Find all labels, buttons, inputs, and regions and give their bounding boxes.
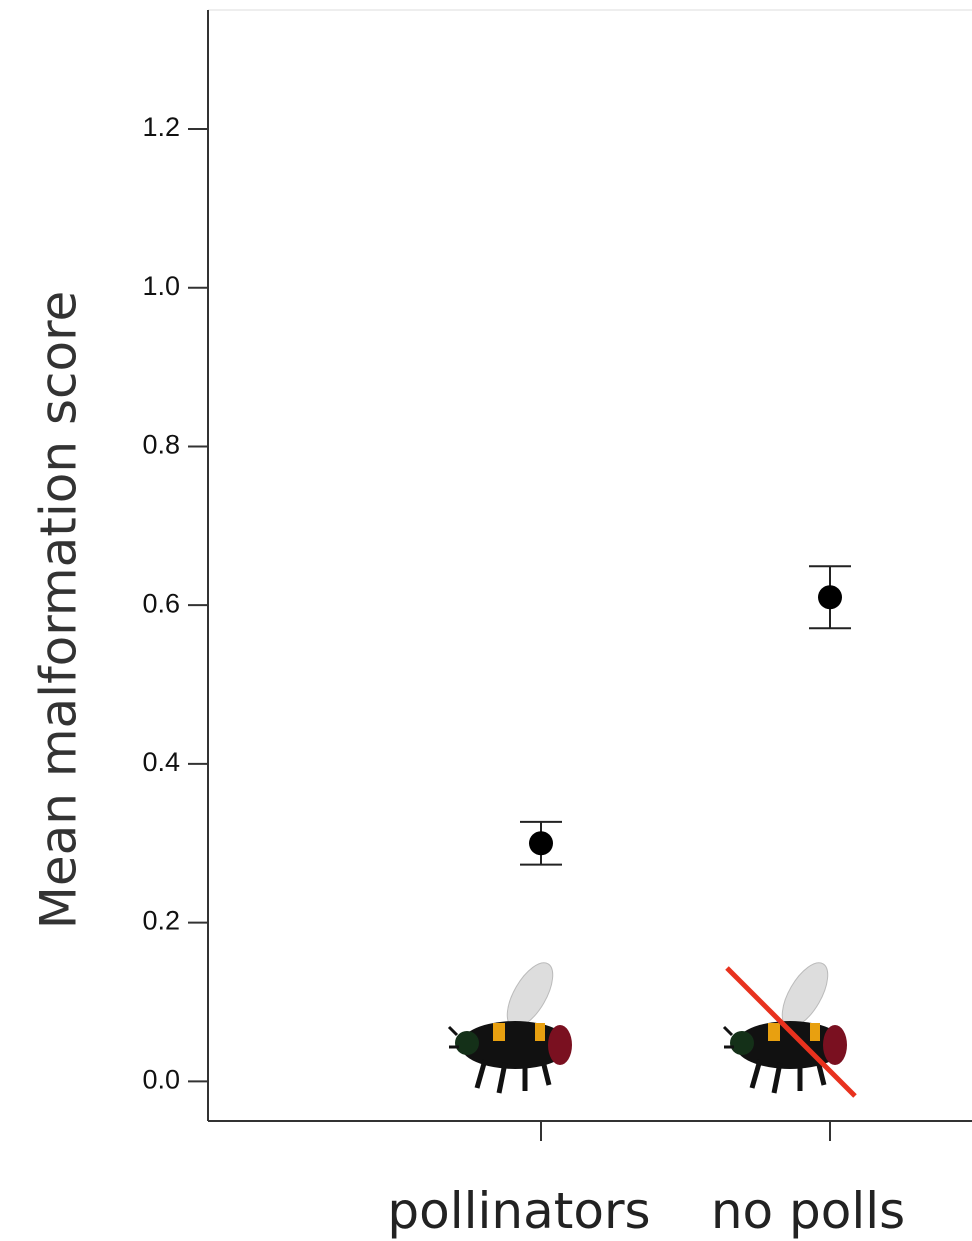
- x-tick-label: no polls: [711, 1182, 905, 1240]
- point: [818, 585, 842, 610]
- x-tick-label: pollinators: [387, 1182, 650, 1240]
- y-tick-label: 0.0: [142, 1064, 180, 1094]
- y-tick-label: 0.2: [142, 906, 180, 936]
- point: [529, 831, 553, 856]
- y-tick-label: 0.6: [142, 588, 180, 618]
- y-tick-label: 0.4: [142, 747, 180, 777]
- cross-out-slash: [725, 966, 857, 1098]
- y-axis-label: Mean malformation score: [30, 291, 88, 930]
- y-tick-label: 1.2: [142, 112, 180, 142]
- y-tick-label: 1.0: [142, 271, 180, 301]
- y-tick-label: 0.8: [142, 430, 180, 460]
- bee-icon: [447, 962, 572, 1094]
